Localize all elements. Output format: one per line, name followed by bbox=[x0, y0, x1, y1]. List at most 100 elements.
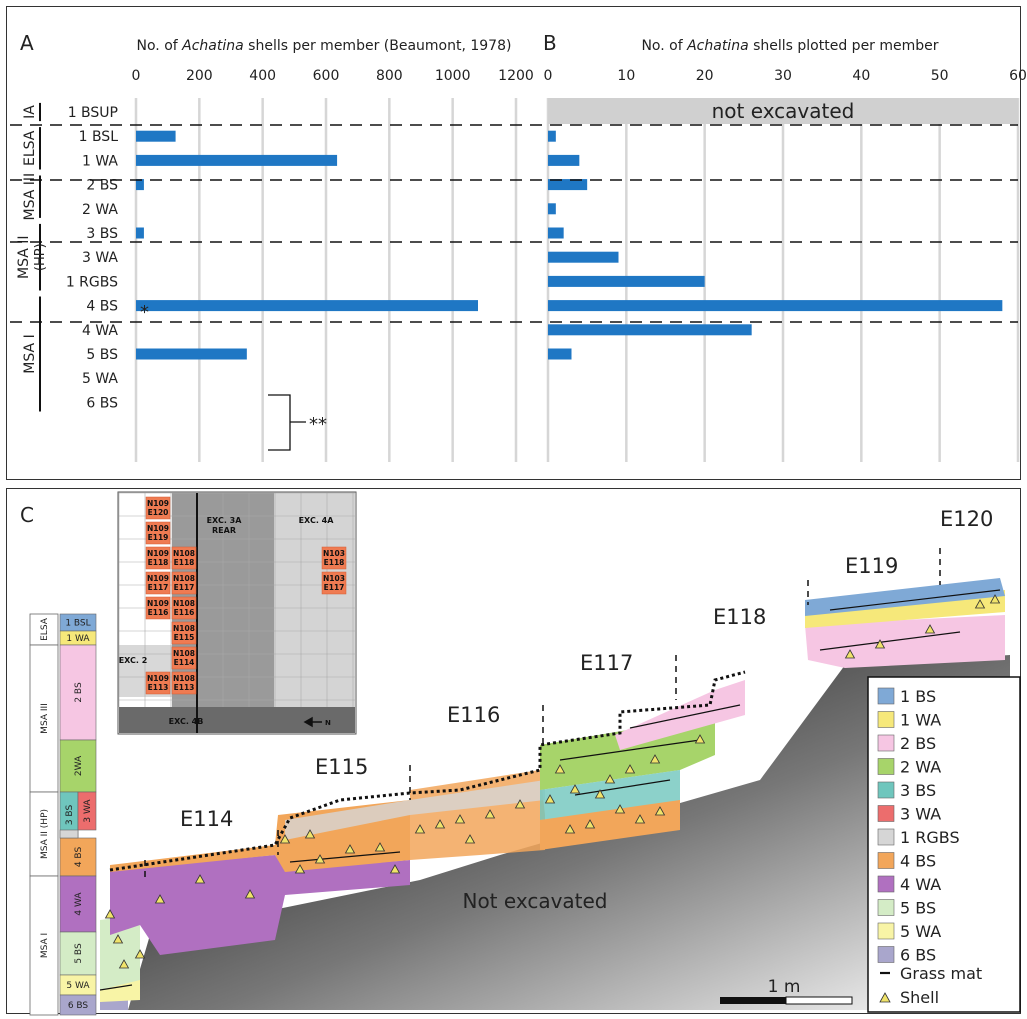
inset-cell-line: N108 bbox=[173, 649, 195, 658]
panel-a-letter: A bbox=[20, 31, 34, 55]
legend-shell-swatch bbox=[879, 992, 891, 1003]
shell-marker bbox=[344, 844, 356, 854]
legend-label: 3 BS bbox=[900, 781, 936, 800]
profile-label-e115: E115 bbox=[315, 755, 368, 779]
shell-marker bbox=[244, 889, 256, 899]
category-label: 5 BS bbox=[86, 347, 118, 363]
inset-cell-line: E115 bbox=[174, 633, 195, 642]
inset-cell-line: N109 bbox=[147, 524, 169, 533]
strat-column: 1 BSL 1 WA 2 BS 2WA 3 BS 3 WA 4 BS 4 WA 5 BS 5 WA… bbox=[29, 613, 97, 1016]
grass-mat bbox=[629, 704, 741, 729]
inset-north-label: N bbox=[325, 719, 331, 727]
panel-b-not-excavated-label: not excavated bbox=[712, 99, 855, 123]
chart-b-tick-label: 10 bbox=[617, 68, 635, 84]
inset-cell-line: E118 bbox=[148, 558, 169, 567]
shell-marker bbox=[634, 814, 646, 824]
inset-cell-label: N103 E118 bbox=[323, 549, 345, 567]
strat-column-label: 1 BSL bbox=[65, 619, 90, 629]
inset-cell-line: N103 bbox=[323, 574, 345, 583]
chart-a-tick-label: 1000 bbox=[435, 68, 471, 84]
grass-mats bbox=[99, 589, 1001, 991]
inset-cell-line: N108 bbox=[173, 674, 195, 683]
inset-cell-label: N103 E117 bbox=[323, 574, 345, 592]
strat-column-segment bbox=[59, 739, 97, 793]
inset-cell bbox=[171, 671, 197, 695]
strat-column-segment bbox=[77, 791, 97, 831]
inset-cell bbox=[145, 671, 171, 695]
not-excavated-area bbox=[128, 655, 1010, 1010]
chart-a-tick-label: 800 bbox=[376, 68, 403, 84]
strat-column-group-box bbox=[29, 875, 59, 1016]
shell-marker bbox=[624, 764, 636, 774]
chart-b-bar bbox=[548, 348, 572, 360]
inset-cell-line: E120 bbox=[148, 508, 169, 517]
inset-cell-line: N108 bbox=[173, 624, 195, 633]
legend-swatch bbox=[877, 734, 895, 752]
profile-label-e119: E119 bbox=[845, 554, 898, 578]
inset-cell-label: N108 E116 bbox=[173, 599, 195, 617]
inset-cell-line: E117 bbox=[324, 583, 345, 592]
scale-bar-label: 1 m bbox=[768, 977, 801, 997]
inset-cell-line: E119 bbox=[148, 533, 169, 542]
inset-cell-label: N108 E114 bbox=[173, 649, 195, 667]
shell-marker bbox=[112, 934, 124, 944]
inset-cell-label: N109 E120 bbox=[147, 499, 169, 517]
category-label: 1 RGBS bbox=[66, 274, 118, 290]
shell-marker bbox=[584, 819, 596, 829]
inset-cell bbox=[171, 646, 197, 670]
shell-marker bbox=[569, 784, 581, 794]
inset-cell bbox=[171, 621, 197, 645]
strat-column-group-label: ELSA bbox=[40, 617, 50, 641]
category-labels: 1 BSUP 1 BSL 1 WA 2 BS 2 WA 3 BS 3 WA 1 RGBS 4 B… bbox=[66, 105, 119, 411]
chart-a-ticks: 0 200 400 600 800 1000 1200 bbox=[132, 68, 534, 84]
inset-cell bbox=[145, 521, 171, 545]
category-label: 2 BS bbox=[86, 178, 118, 194]
strat-group-sublabel: (HP) bbox=[33, 243, 48, 271]
panel-a-title-italic: Achatina bbox=[181, 38, 244, 54]
inset-exc3a-label: EXC. 3A REAR bbox=[207, 516, 243, 535]
chart-b-bar bbox=[548, 203, 556, 215]
layer-rgbs bbox=[285, 780, 545, 840]
panel-b-title-suffix: shells plotted per member bbox=[749, 38, 939, 54]
profile-label-e118: E118 bbox=[713, 605, 766, 629]
shell-marker bbox=[924, 624, 936, 634]
strat-column-rgbs bbox=[59, 829, 79, 839]
inset-cell-line: N108 bbox=[173, 549, 195, 558]
legend-label: 4 BS bbox=[900, 852, 936, 871]
inset-cell-line: N109 bbox=[147, 574, 169, 583]
inset-cell bbox=[145, 546, 171, 570]
legend-label: 1 WA bbox=[900, 711, 941, 730]
shell-marker bbox=[434, 819, 446, 829]
shell-marker bbox=[464, 834, 476, 844]
panel-a-title-prefix: No. of bbox=[137, 38, 183, 54]
chart-b-bar bbox=[548, 324, 752, 336]
inset-cell-label: N108 E113 bbox=[173, 674, 195, 692]
shell-marker bbox=[844, 649, 856, 659]
inset-cell-line: N108 bbox=[173, 574, 195, 583]
inset-cell-line: N103 bbox=[323, 549, 345, 558]
scale-bar: 1 m bbox=[720, 977, 853, 1005]
panel-c-letter: C bbox=[20, 503, 34, 527]
inset-cell-line: E117 bbox=[174, 583, 195, 592]
panel-b-title-prefix: No. of bbox=[641, 38, 687, 54]
strat-column-label: 4 WA bbox=[74, 892, 84, 916]
inset-exc2-label: EXC. 2 bbox=[119, 656, 148, 665]
shell-marker bbox=[554, 764, 566, 774]
inset-cell bbox=[321, 571, 347, 595]
strat-column-group-label: MSA I bbox=[40, 933, 50, 958]
chart-b-bar bbox=[548, 227, 564, 239]
strat-group-label: MSA III bbox=[22, 173, 38, 221]
chart-b-bar bbox=[548, 275, 705, 287]
column-boundaries bbox=[144, 548, 941, 880]
inset-cell-line: N108 bbox=[173, 599, 195, 608]
shell-markers bbox=[104, 594, 1001, 969]
legend-swatch bbox=[877, 875, 895, 893]
legend-label: 2 BS bbox=[900, 734, 936, 753]
chart-a-bars bbox=[136, 130, 478, 360]
chart-b-tick-label: 40 bbox=[852, 68, 870, 84]
legend-items: 1 BS 1 WA 2 BS 2 WA 3 BS 3 WA 1 RGBS 4 BS 4 WA 5 … bbox=[877, 687, 960, 965]
legend-swatch bbox=[877, 828, 895, 846]
strat-column-group-box bbox=[29, 791, 59, 877]
chart-b-tick-label: 20 bbox=[696, 68, 714, 84]
legend: 1 BS 1 WA 2 BS 2 WA 3 BS 3 WA 1 RGBS 4 BS 4 WA 5 … bbox=[867, 676, 1021, 1013]
